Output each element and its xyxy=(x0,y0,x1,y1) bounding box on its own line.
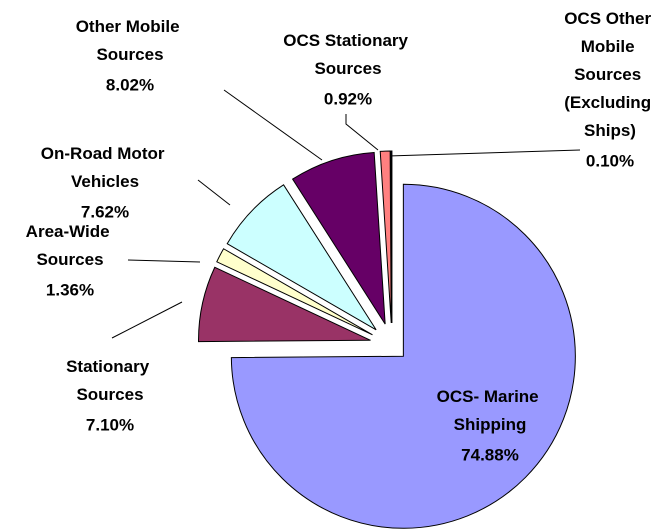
leader-line xyxy=(345,114,379,151)
slice-label: OCS Other Mobile Sources (Excluding Ship… xyxy=(564,9,656,140)
pie-slice xyxy=(230,183,576,529)
pie-slice xyxy=(379,150,392,324)
pie-slice xyxy=(198,266,371,343)
slice-value-label: 74.88% xyxy=(461,445,519,464)
pie-slice xyxy=(390,150,393,324)
leader-line xyxy=(387,149,581,157)
leader-line xyxy=(127,259,201,263)
slice-label: On-Road Motor Vehicles xyxy=(41,144,169,191)
slice-value-label: 0.92% xyxy=(324,89,372,108)
leader-line xyxy=(111,301,183,339)
slice-label: Stationary Sources xyxy=(66,357,154,404)
slice-label: OCS Stationary Sources xyxy=(283,31,412,78)
leader-lines xyxy=(111,89,581,339)
leader-line xyxy=(197,179,231,206)
pie-slice xyxy=(226,184,377,331)
slice-value-label: 0.10% xyxy=(586,151,634,170)
slice-label: Area-Wide Sources xyxy=(26,222,115,269)
slice-label: Other Mobile Sources xyxy=(76,17,185,64)
slice-value-label: 1.36% xyxy=(46,280,94,299)
slice-label: OCS- Marine Shipping xyxy=(437,387,544,434)
slice-value-label: 7.62% xyxy=(81,202,129,221)
leader-line xyxy=(223,89,323,161)
slice-value-label: 8.02% xyxy=(106,75,154,94)
pie-slice xyxy=(216,248,373,336)
pie-slice xyxy=(291,151,386,325)
slice-value-label: 7.10% xyxy=(86,415,134,434)
